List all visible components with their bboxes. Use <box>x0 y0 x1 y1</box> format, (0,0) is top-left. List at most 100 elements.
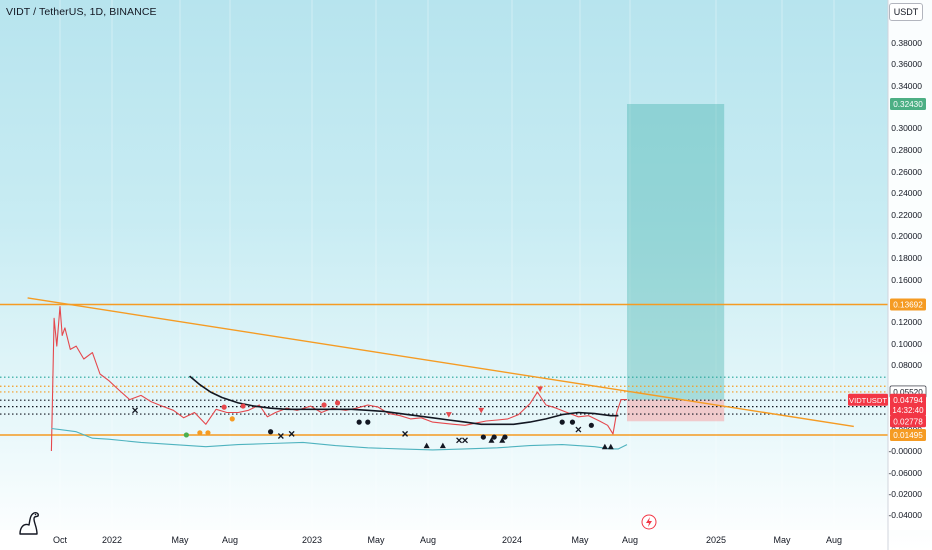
signal-markers <box>132 386 614 450</box>
series-line-2 <box>51 427 628 451</box>
price-label-bg <box>890 298 926 311</box>
x-tick-label: May <box>571 535 589 545</box>
y-tick-label: 0.24000 <box>891 188 922 198</box>
signal-triangle-up <box>439 442 446 449</box>
price-labels: 0.32430 0.13692 0.05520 0.02778 0.01495 VIDTU… <box>848 97 927 442</box>
y-tick-label: 0.36000 <box>891 59 922 69</box>
current-price-label: 0.04794 <box>893 396 923 405</box>
target-zone[interactable] <box>627 103 725 400</box>
signal-triangle-up <box>607 443 614 450</box>
signal-dot <box>356 419 362 425</box>
signal-dot <box>365 419 371 425</box>
signal-dot <box>229 416 235 422</box>
position-tool[interactable] <box>627 103 725 422</box>
currency-button[interactable]: USDT <box>889 3 923 21</box>
x-tick-label: Aug <box>420 535 436 545</box>
y-tick-label: -0.04000 <box>888 510 922 520</box>
signal-triangle-up <box>488 437 495 443</box>
signal-cross <box>462 437 468 444</box>
signal-dot <box>183 432 189 438</box>
signal-dot <box>491 434 497 440</box>
x-tick-label: Oct <box>53 535 68 545</box>
x-tick-label: May <box>773 535 791 545</box>
x-tick-label: 2022 <box>102 535 122 545</box>
dino-logo-icon[interactable] <box>16 510 42 536</box>
signal-dot <box>205 430 211 436</box>
price-label-bg <box>890 415 926 428</box>
signal-triangle-down <box>445 412 452 418</box>
price-label-bg <box>890 429 926 442</box>
y-tick-label: -0.00000 <box>888 446 922 456</box>
y-tick-label: -0.02000 <box>888 489 922 499</box>
signal-cross <box>402 430 409 437</box>
symbol-label-bg <box>848 393 888 406</box>
y-tick-label: 0.10000 <box>891 339 922 349</box>
signal-dot <box>221 404 227 410</box>
signal-dot <box>480 434 486 440</box>
chart-title: VIDT / TetherUS, 1D, BINANCE <box>6 6 157 18</box>
x-tick-label: May <box>367 535 385 545</box>
price-axis-pane[interactable] <box>888 0 932 530</box>
x-tick-label: 2025 <box>706 535 726 545</box>
lightning-icon[interactable] <box>641 514 657 530</box>
y-tick-label: 0.20000 <box>891 231 922 241</box>
price-series <box>50 305 628 452</box>
y-tick-label: 0.22000 <box>891 210 922 220</box>
signal-cross <box>575 426 582 433</box>
y-tick-label: 0.26000 <box>891 167 922 177</box>
signal-dot <box>569 419 576 425</box>
signal-dot <box>588 422 594 428</box>
signal-dot <box>559 419 565 425</box>
x-tick-label: Aug <box>222 535 238 545</box>
signal-cross <box>288 430 295 437</box>
signal-cross <box>277 433 284 439</box>
x-axis-ticks: Oct 2022 May Aug 2023 May Aug 2024 May Aug 2025 May… <box>53 535 842 545</box>
chart-grid <box>59 0 835 530</box>
current-price-bg <box>890 393 926 416</box>
bar-countdown: 14:32:40 <box>892 406 924 415</box>
descending-trendline[interactable] <box>27 297 854 428</box>
signal-dot <box>240 403 246 409</box>
x-tick-label: May <box>171 535 189 545</box>
signal-dot <box>502 434 508 440</box>
y-tick-label: 0.08000 <box>891 360 922 370</box>
x-tick-label: Aug <box>622 535 638 545</box>
x-tick-label: 2023 <box>302 535 322 545</box>
signal-cross <box>456 437 463 444</box>
x-tick-label: 2024 <box>502 535 522 545</box>
series-line-1 <box>189 375 619 426</box>
stop-zone[interactable] <box>627 399 725 422</box>
y-axis-ticks: 0.38000 0.36000 0.34000 0.30000 0.28000 0.260… <box>888 38 922 520</box>
signal-cross <box>132 407 139 414</box>
time-axis-pane[interactable] <box>0 530 888 550</box>
y-tick-label: 0.34000 <box>891 81 922 91</box>
y-tick-label: 0.28000 <box>891 145 922 155</box>
y-tick-label: 0.12000 <box>891 317 922 327</box>
signal-triangle-down <box>478 407 485 414</box>
y-tick-label: 0.16000 <box>891 275 922 285</box>
price-label-bg <box>890 97 926 110</box>
signal-triangle-up <box>499 437 506 443</box>
signal-dot <box>321 402 327 408</box>
signal-triangle-up <box>423 442 430 449</box>
horizontal-levels[interactable] <box>0 303 888 436</box>
price-label: 0.01495 <box>893 431 923 440</box>
signal-triangle-up <box>601 443 608 450</box>
price-label: 0.05520 <box>893 388 923 397</box>
y-tick-label: 0.30000 <box>891 123 922 133</box>
y-tick-label: 0.18000 <box>891 253 922 263</box>
signal-triangle-down <box>537 386 544 392</box>
y-tick-label: -0.06000 <box>888 468 922 478</box>
y-tick-label: 0.38000 <box>891 38 922 48</box>
signal-dot <box>334 400 341 406</box>
symbol-label: VIDTUSDT <box>849 396 887 405</box>
signal-dot <box>268 429 274 435</box>
trendline[interactable] <box>27 297 854 428</box>
price-label: 0.13692 <box>893 301 923 310</box>
price-label: 0.32430 <box>893 100 923 109</box>
x-tick-label: Aug <box>826 535 842 545</box>
price-label: 0.02778 <box>893 417 923 426</box>
series-line-0 <box>50 305 627 452</box>
signal-dot <box>197 430 203 436</box>
